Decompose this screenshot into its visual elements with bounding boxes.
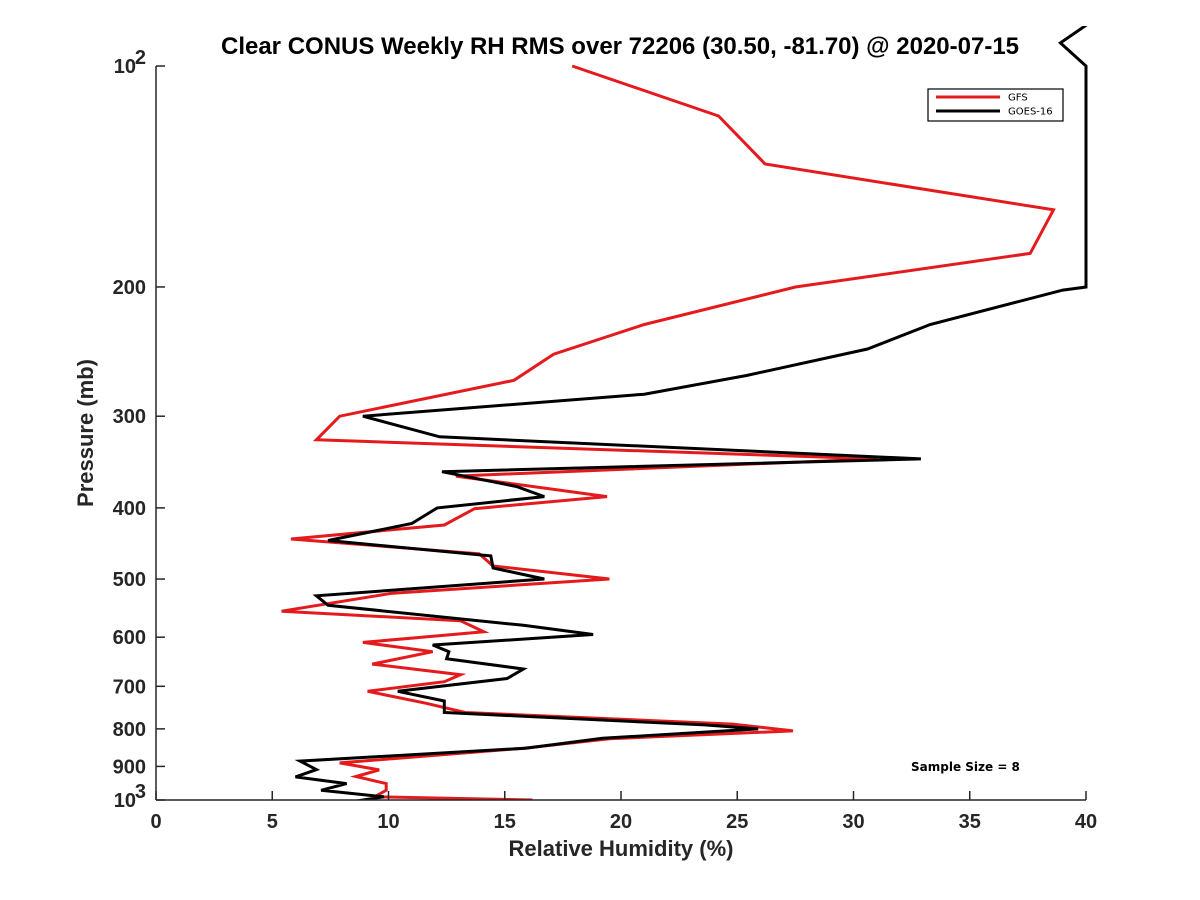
x-tick-label: 35	[959, 811, 981, 833]
chart-title: Clear CONUS Weekly RH RMS over 72206 (30…	[221, 33, 1019, 60]
legend-label: GOES-16	[1008, 107, 1053, 118]
x-axis-title: Relative Humidity (%)	[509, 836, 734, 861]
x-tick-label: 0	[150, 811, 161, 833]
x-tick-label: 15	[494, 811, 516, 833]
y-tick-label: 300	[113, 406, 146, 428]
y-axis-title: Pressure (mb)	[73, 359, 98, 507]
sample-size-annotation: Sample Size = 8	[911, 760, 1020, 774]
y-tick-label: 900	[113, 756, 146, 778]
y-tick-label: 700	[113, 676, 146, 698]
y-tick-label: 10	[114, 790, 136, 812]
legend-label: GFS	[1008, 93, 1028, 104]
y-tick-label: 10	[114, 56, 136, 78]
x-tick-label: 5	[267, 811, 278, 833]
x-tick-label: 20	[610, 811, 632, 833]
x-tick-label: 30	[842, 811, 864, 833]
legend-box	[927, 88, 1064, 122]
y-tick-label: 600	[113, 627, 146, 649]
y-tick-label: 800	[113, 719, 146, 741]
y-tick-exponent: 2	[135, 47, 146, 69]
y-tick-label: 500	[113, 569, 146, 591]
series-line-gfs	[281, 64, 1056, 800]
x-tick-label: 40	[1075, 811, 1097, 833]
y-tick-label: 200	[113, 277, 146, 299]
y-tick-label: 400	[113, 498, 146, 520]
x-tick-label: 25	[726, 811, 748, 833]
y-tick-exponent: 3	[135, 781, 146, 803]
series-line-goes-16	[294, 26, 1088, 800]
x-tick-label: 10	[377, 811, 399, 833]
